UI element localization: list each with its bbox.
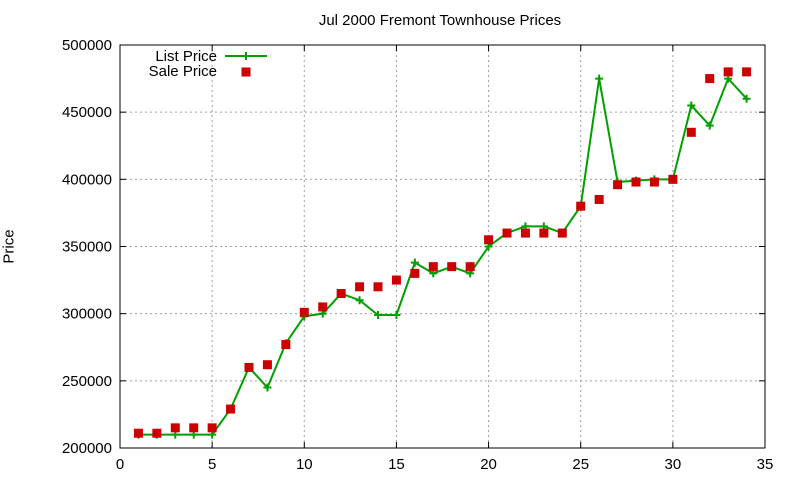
legend-marker-list xyxy=(242,52,250,60)
y-tick-label: 400000 xyxy=(62,171,112,188)
list-price-line xyxy=(138,76,748,436)
sale-price-point xyxy=(170,423,180,433)
sale-price-point xyxy=(594,194,604,204)
x-tick-label: 20 xyxy=(480,456,497,473)
sale-price-point xyxy=(133,428,143,438)
sale-price-point xyxy=(391,275,401,285)
list-price-point xyxy=(355,296,364,305)
sale-price-point xyxy=(299,307,309,317)
sale-price-point xyxy=(668,174,678,184)
plot-border xyxy=(119,44,766,449)
sale-price-point xyxy=(189,423,199,433)
list-price-point xyxy=(374,311,382,320)
x-tick-label: 5 xyxy=(208,456,216,473)
sale-price-point xyxy=(705,74,715,84)
y-tick-label: 200000 xyxy=(62,440,112,457)
x-tick-label: 10 xyxy=(296,456,313,473)
sale-price-point xyxy=(520,228,530,238)
legend-label-list: List Price xyxy=(155,48,217,65)
x-tick-label: 0 xyxy=(116,456,124,473)
x-tick-label: 25 xyxy=(572,456,589,473)
x-tick-label: 15 xyxy=(388,456,405,473)
sale-price-point xyxy=(447,262,457,272)
sale-price-point xyxy=(373,282,383,292)
sale-price-point xyxy=(613,180,623,190)
sale-price-point xyxy=(410,268,420,278)
legend-marker-sale xyxy=(241,67,251,77)
sale-price-point xyxy=(281,340,291,350)
y-tick-label: 250000 xyxy=(62,373,112,390)
list-price-point xyxy=(263,383,272,392)
list-price-point xyxy=(595,74,604,83)
list-price-point xyxy=(705,121,714,130)
sale-price-point xyxy=(428,262,438,272)
chart-title: Jul 2000 Fremont Townhouse Prices xyxy=(318,12,562,29)
sale-price-point xyxy=(152,428,162,438)
sale-price-point xyxy=(576,201,586,211)
sale-price-point xyxy=(226,404,236,414)
y-tick-label: 500000 xyxy=(62,37,112,54)
sale-price-point xyxy=(539,228,549,238)
sale-price-point xyxy=(686,127,696,137)
y-tick-label: 350000 xyxy=(62,239,112,256)
sale-price-point xyxy=(262,360,272,370)
sale-price-point xyxy=(557,228,567,238)
sale-price-point xyxy=(465,262,475,272)
sale-price-point xyxy=(649,177,659,187)
sale-price-point xyxy=(723,67,733,77)
sale-price-point xyxy=(318,302,328,312)
y-tick-label: 450000 xyxy=(62,104,112,121)
x-tick-label: 35 xyxy=(757,456,774,473)
sale-price-point xyxy=(336,289,346,299)
list-price-point xyxy=(392,311,401,320)
sale-price-point xyxy=(502,228,512,238)
sale-price-point xyxy=(207,423,217,433)
legend-label-sale: Sale Price xyxy=(149,63,217,80)
y-tick-label: 300000 xyxy=(62,306,112,323)
list-price-point xyxy=(410,258,419,267)
sale-price-point xyxy=(244,362,254,372)
sale-price-point xyxy=(484,235,494,245)
sale-price-point xyxy=(631,177,641,187)
list-price-point xyxy=(687,101,696,110)
list-price-point xyxy=(742,94,751,103)
sale-price-point xyxy=(355,282,365,292)
sale-price-point xyxy=(742,67,752,77)
x-tick-label: 30 xyxy=(665,456,682,473)
